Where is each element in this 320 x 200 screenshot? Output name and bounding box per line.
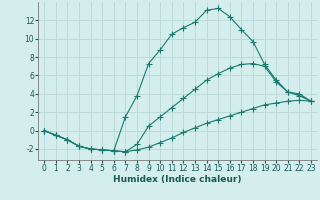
X-axis label: Humidex (Indice chaleur): Humidex (Indice chaleur) [113,175,242,184]
